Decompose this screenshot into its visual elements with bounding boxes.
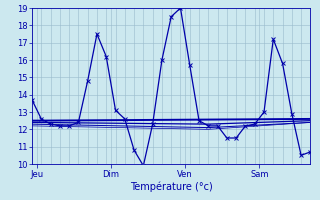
X-axis label: Température (°c): Température (°c) (130, 181, 212, 192)
